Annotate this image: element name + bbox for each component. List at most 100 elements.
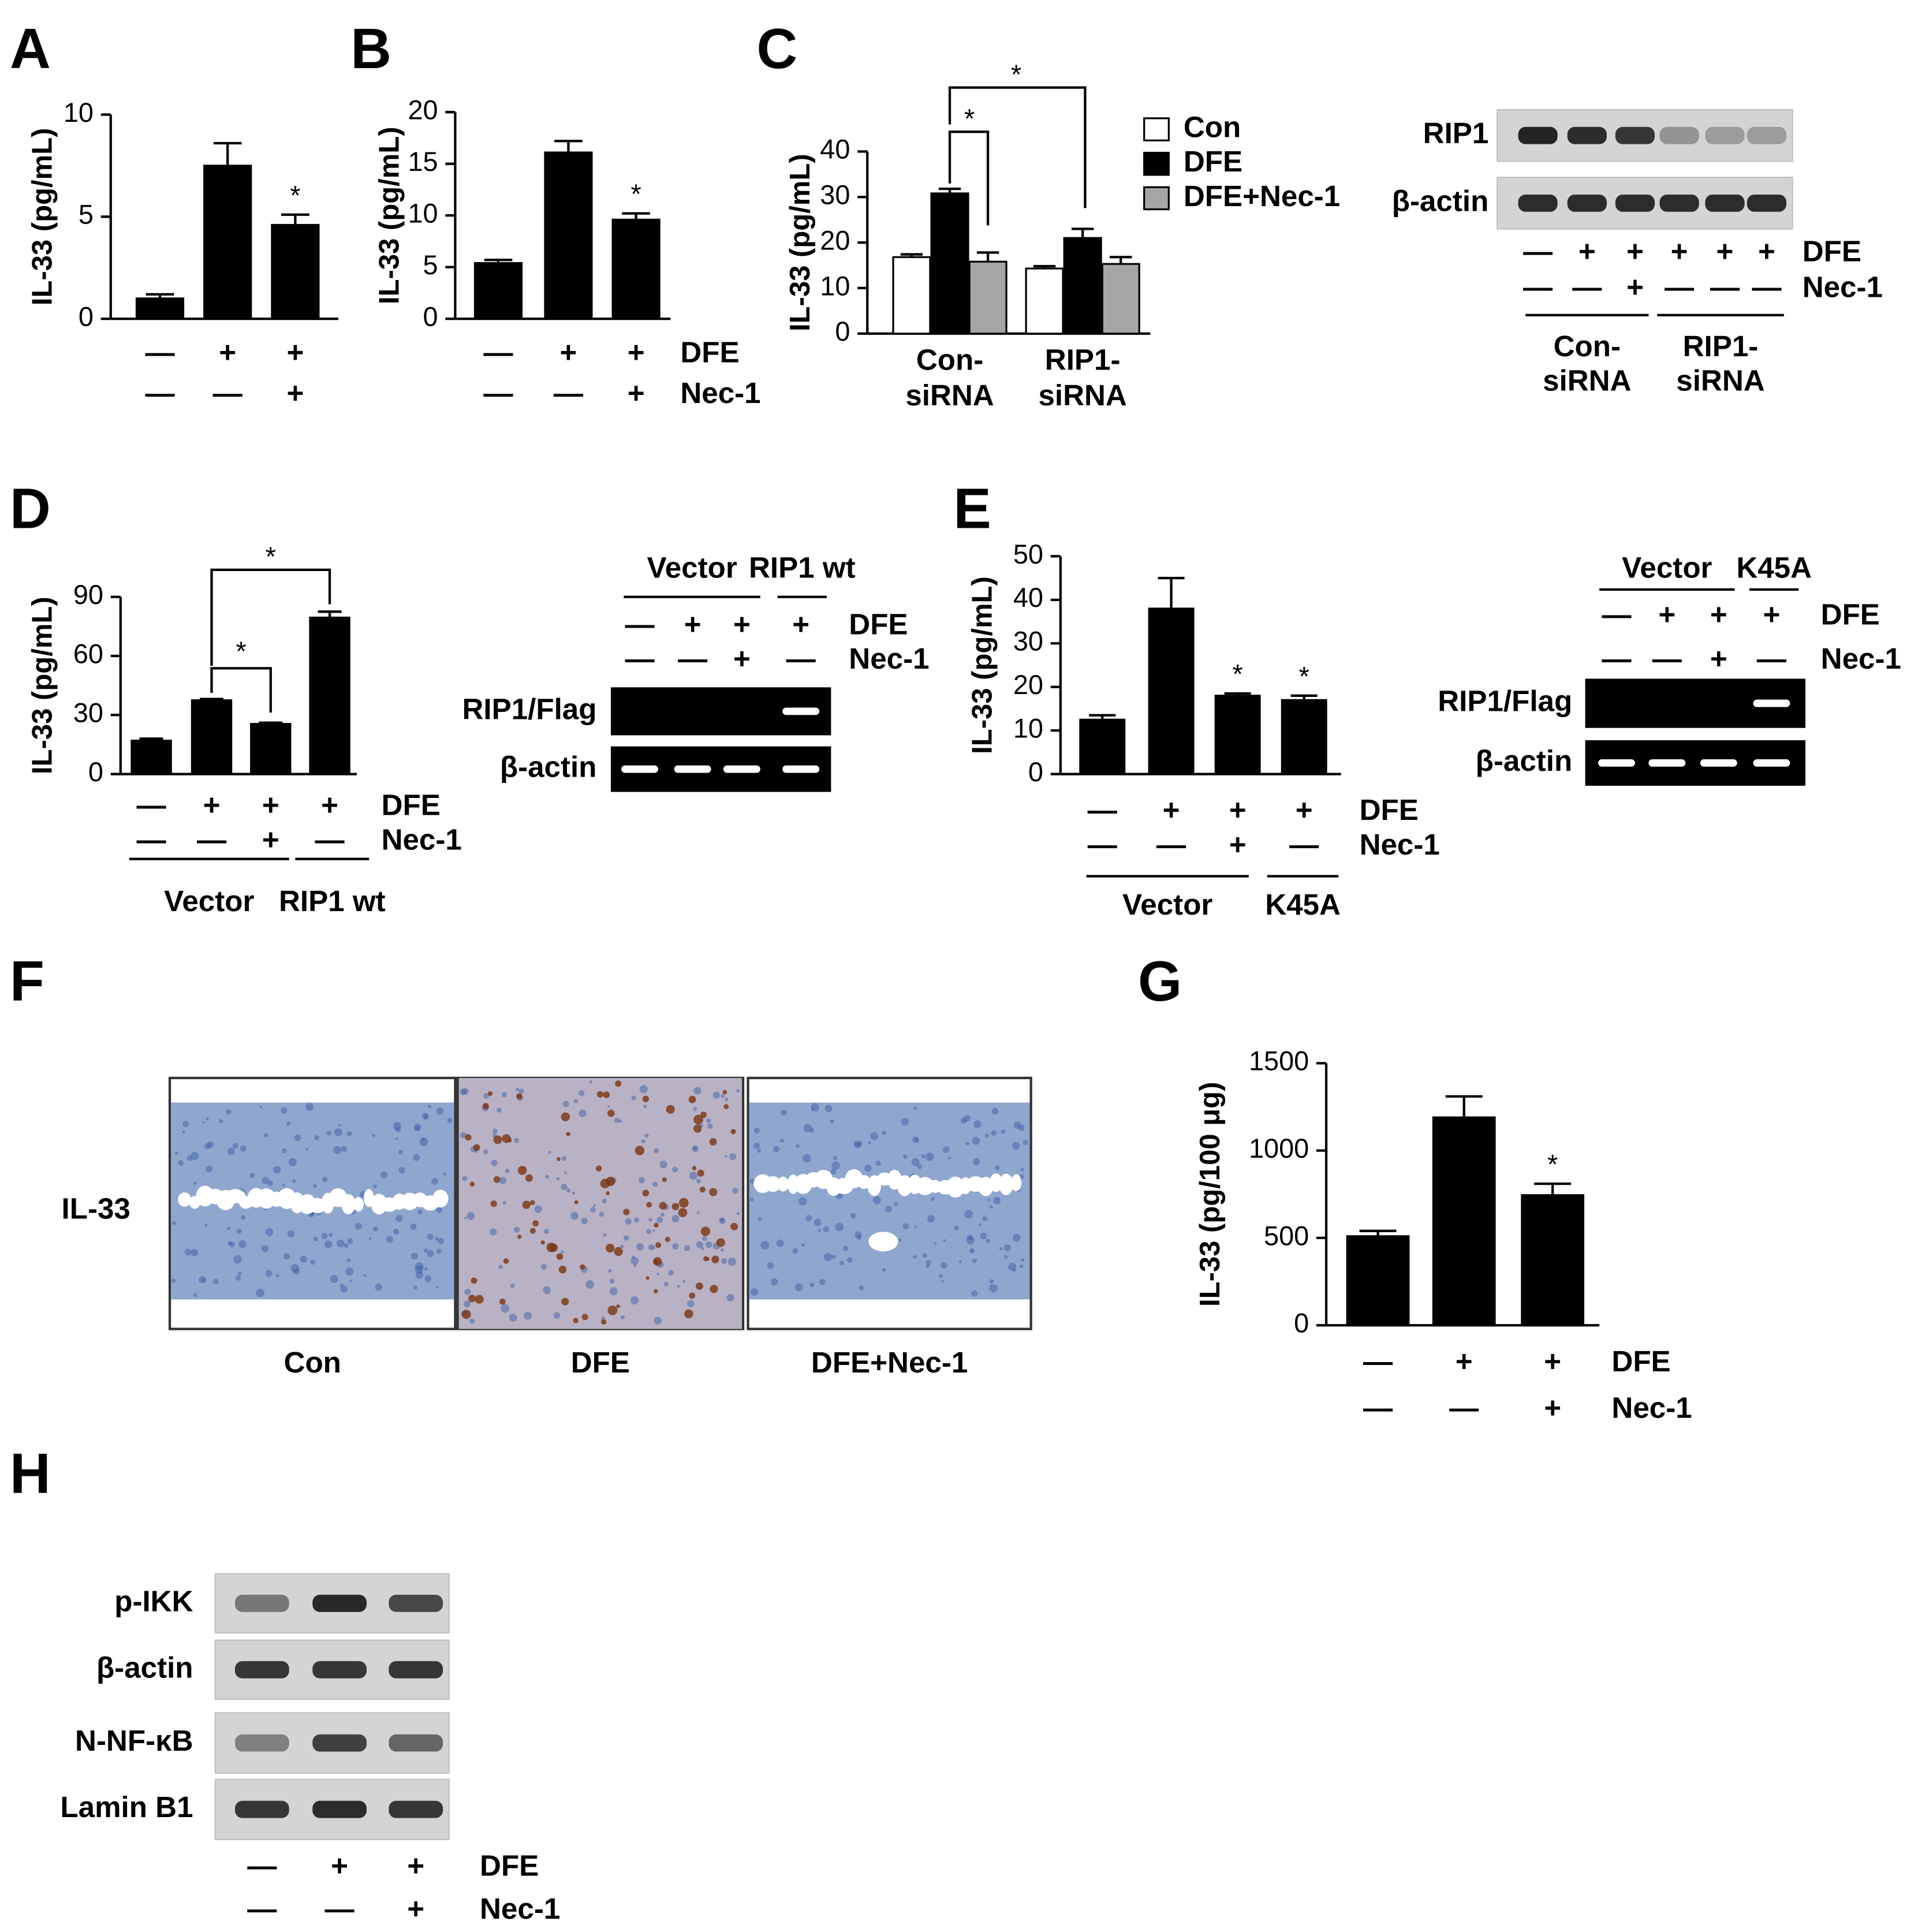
stained-nucleus: [642, 1189, 650, 1197]
stained-nucleus: [730, 1129, 736, 1135]
tissue-cell: [579, 1109, 587, 1117]
stained-nucleus: [473, 1144, 480, 1151]
adipocyte: [432, 1189, 449, 1208]
stained-nucleus: [465, 1134, 472, 1141]
tissue-cell: [648, 1244, 655, 1251]
condition-mark: +: [331, 1849, 348, 1882]
y-tick-label: 10: [408, 199, 438, 229]
tissue-cell: [483, 1093, 489, 1099]
condition-mark: +: [407, 1849, 424, 1882]
tissue-cell: [573, 1099, 579, 1103]
stained-nucleus: [475, 1295, 484, 1304]
blot-band: [389, 1800, 443, 1818]
tissue-cell: [561, 1184, 568, 1191]
stained-nucleus: [684, 1309, 693, 1319]
tissue-cell: [184, 1248, 192, 1256]
tissue-cell: [608, 1269, 612, 1273]
stained-nucleus: [556, 1253, 564, 1260]
blot-band: [1598, 759, 1635, 767]
tissue-cell: [721, 1094, 725, 1098]
condition-mark: +: [286, 376, 304, 409]
tissue-cell: [663, 1281, 669, 1287]
tissue-cell: [753, 1142, 760, 1149]
tissue-cell: [232, 1143, 238, 1149]
panel-letter: A: [10, 17, 51, 80]
tissue-cell: [922, 1253, 927, 1258]
error-bar: [200, 698, 223, 700]
stained-nucleus: [666, 1105, 675, 1114]
bar: [1063, 237, 1102, 335]
blot-band: [1753, 699, 1790, 707]
group-label: RIP1-: [1683, 330, 1759, 363]
tissue-cell: [313, 1184, 317, 1188]
significance: *: [964, 103, 975, 133]
y-tick-label: 0: [1028, 757, 1043, 787]
y-tick-label: 5: [79, 200, 94, 230]
stained-nucleus: [665, 1236, 670, 1243]
tissue-cell: [294, 1134, 301, 1142]
blot-band: [234, 1734, 289, 1752]
condition-name: Nec-1: [1360, 828, 1440, 861]
error-bar: [1033, 264, 1056, 268]
y-tick-label: 15: [408, 147, 438, 177]
y-tick-label: 30: [820, 180, 850, 210]
tissue-cell: [882, 1267, 886, 1272]
tissue-cell: [241, 1215, 246, 1220]
tissue-cell: [966, 1236, 975, 1245]
tissue-cell: [659, 1161, 667, 1169]
bar: [544, 151, 593, 320]
tissue-cell: [324, 1240, 333, 1249]
tissue-cell: [464, 1217, 467, 1219]
condition-mark: —: [1363, 1392, 1393, 1424]
blot-band: [782, 765, 820, 773]
stained-nucleus: [529, 1228, 536, 1234]
stained-nucleus: [532, 1220, 539, 1227]
stained-nucleus: [601, 1319, 607, 1325]
condition-mark: +: [628, 335, 645, 368]
stained-nucleus: [469, 1181, 475, 1187]
stained-nucleus: [697, 1169, 704, 1177]
condition-mark: —: [1710, 271, 1740, 304]
tissue-cell: [585, 1280, 595, 1289]
tissue-cell: [516, 1088, 520, 1091]
condition-mark: +: [1658, 598, 1676, 631]
condition-name: Nec-1: [1803, 271, 1883, 304]
tissue-cell: [872, 1196, 881, 1204]
error-bar: [1158, 577, 1185, 609]
y-axis-label: IL-33 (pg/mL): [27, 596, 58, 774]
blot-band: [1659, 126, 1699, 144]
condition-mark: +: [1579, 235, 1596, 268]
tissue-cell: [989, 1284, 998, 1293]
stained-nucleus: [662, 1177, 667, 1183]
tissue-cell: [333, 1146, 342, 1154]
condition-mark: —: [325, 1892, 355, 1925]
tissue-cell: [654, 1148, 659, 1154]
condition-mark: +: [203, 789, 221, 822]
tissue-cell: [801, 1243, 805, 1247]
condition-mark: —: [786, 642, 816, 675]
adipocyte: [857, 1175, 871, 1189]
tissue-cell: [513, 1137, 519, 1143]
tissue-cell: [330, 1275, 338, 1284]
tissue-cell: [958, 1260, 962, 1263]
tissue-cell: [435, 1285, 439, 1289]
tissue-cell: [970, 1251, 973, 1254]
tissue-cell: [372, 1133, 375, 1137]
tissue-cell: [424, 1267, 428, 1271]
tissue-cell: [623, 1235, 629, 1241]
tissue-cell: [661, 1213, 665, 1217]
tissue-cell: [545, 1174, 549, 1179]
tissue-cell: [395, 1214, 403, 1222]
bar: [1521, 1194, 1585, 1326]
stained-nucleus: [522, 1200, 531, 1209]
tissue-cell: [934, 1242, 937, 1245]
stained-nucleus: [607, 1109, 615, 1117]
tissue-cell: [972, 1258, 977, 1263]
condition-name: DFE: [849, 607, 908, 640]
tissue-cell: [846, 1257, 853, 1263]
bracket: [210, 568, 331, 666]
tissue-cell: [672, 1243, 679, 1250]
error-bar: [900, 253, 923, 258]
tissue-cell: [265, 1228, 274, 1237]
